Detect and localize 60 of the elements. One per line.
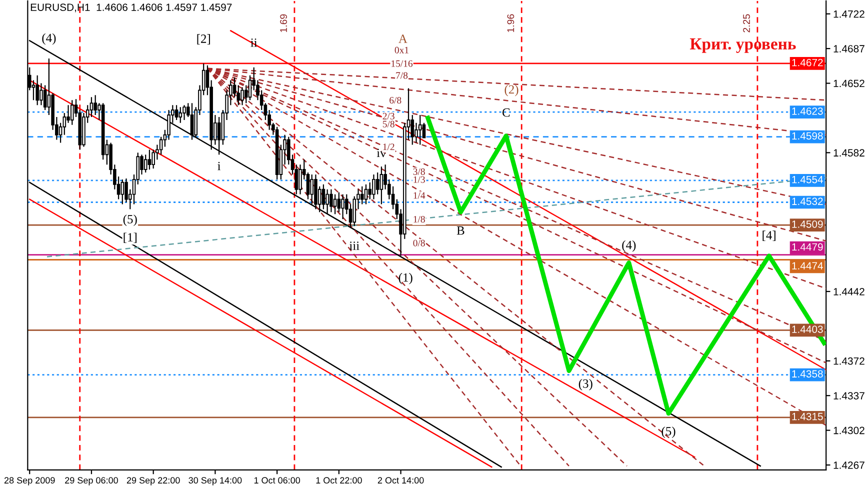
annotation: (5) (662, 426, 676, 438)
annotation: (4) (42, 33, 56, 45)
annotation: 2/3 (382, 112, 394, 120)
x-tick-label: 29 Sep 22:00 (126, 477, 180, 486)
annotation: A (398, 34, 408, 43)
ref-line-label: 1.4479 (792, 243, 823, 251)
annotation: [1] (124, 232, 136, 244)
y-tick-label: 1.4652 (834, 80, 864, 88)
ref-line-label: 1.4358 (792, 370, 823, 378)
annotation: 5/8 (382, 120, 394, 128)
annotation: 1.69 (280, 14, 287, 32)
ref-line-label: 1.4623 (792, 107, 823, 115)
ref-line-label: 1.4532 (792, 198, 823, 206)
annotation: 15/16 (392, 60, 413, 67)
annotation: (2) (504, 84, 518, 96)
annotation: 3/8 (413, 168, 425, 175)
x-tick-label: 1 Oct 06:00 (254, 477, 300, 484)
annotation: iv (376, 148, 386, 158)
annotation: 6/8 (390, 96, 402, 104)
annotation: 1/8 (414, 216, 425, 223)
ref-line-label: 1.4315 (792, 412, 823, 420)
y-tick-label: 1.4302 (834, 426, 864, 434)
chart-title: EURUSD,H1 1.4606 1.4606 1.4597 1.4597 (30, 4, 232, 12)
ref-line-label: 1.4403 (792, 326, 823, 333)
annotation: B (456, 226, 464, 235)
annotation: 2.25 (743, 14, 750, 32)
annotation: i (218, 162, 221, 170)
annotation: 1/4 (414, 192, 426, 199)
ref-line-label: 1.4598 (792, 132, 823, 140)
y-tick-label: 1.4687 (834, 45, 864, 52)
annotation: 0/8 (413, 240, 425, 246)
annotation: 1.96 (507, 14, 514, 32)
x-tick-label: 30 Sep 14:00 (188, 477, 242, 486)
annotation: 1/3 (414, 176, 425, 183)
y-tick-label: 1.4582 (834, 149, 864, 157)
annotation: Крит. уровень (690, 38, 796, 53)
annotation: (3) (578, 379, 592, 390)
annotation: 7/8 (396, 72, 408, 79)
annotation: 1/2 (383, 144, 394, 150)
ref-line-label: 1.4554 (792, 176, 823, 184)
annotation: (1) (398, 272, 412, 284)
x-tick-label: 1 Oct 22:00 (316, 477, 362, 484)
annotation: C (502, 108, 510, 117)
x-tick-label: 2 Oct 14:00 (378, 477, 424, 484)
y-tick-label: 1.4337 (834, 392, 864, 400)
y-tick-label: 1.4267 (834, 462, 864, 469)
annotation: [4] (762, 230, 776, 242)
annotation: (4) (622, 240, 636, 252)
annotation: iii (349, 242, 360, 250)
annotation: [2] (197, 34, 210, 45)
x-tick-label: 28 Sep 2009 (4, 477, 55, 486)
ref-line-label: 1.4474 (792, 262, 823, 270)
y-tick-label: 1.4372 (834, 357, 864, 365)
ref-line-label: 1.4509 (792, 220, 823, 228)
annotation: 0x1 (394, 46, 408, 54)
ref-line-label: 1.4672 (792, 58, 823, 66)
annotation: (5) (123, 214, 137, 226)
y-tick-label: 1.4442 (834, 288, 864, 296)
y-tick-label: 1.4722 (834, 10, 864, 18)
x-tick-label: 29 Sep 06:00 (65, 477, 118, 486)
